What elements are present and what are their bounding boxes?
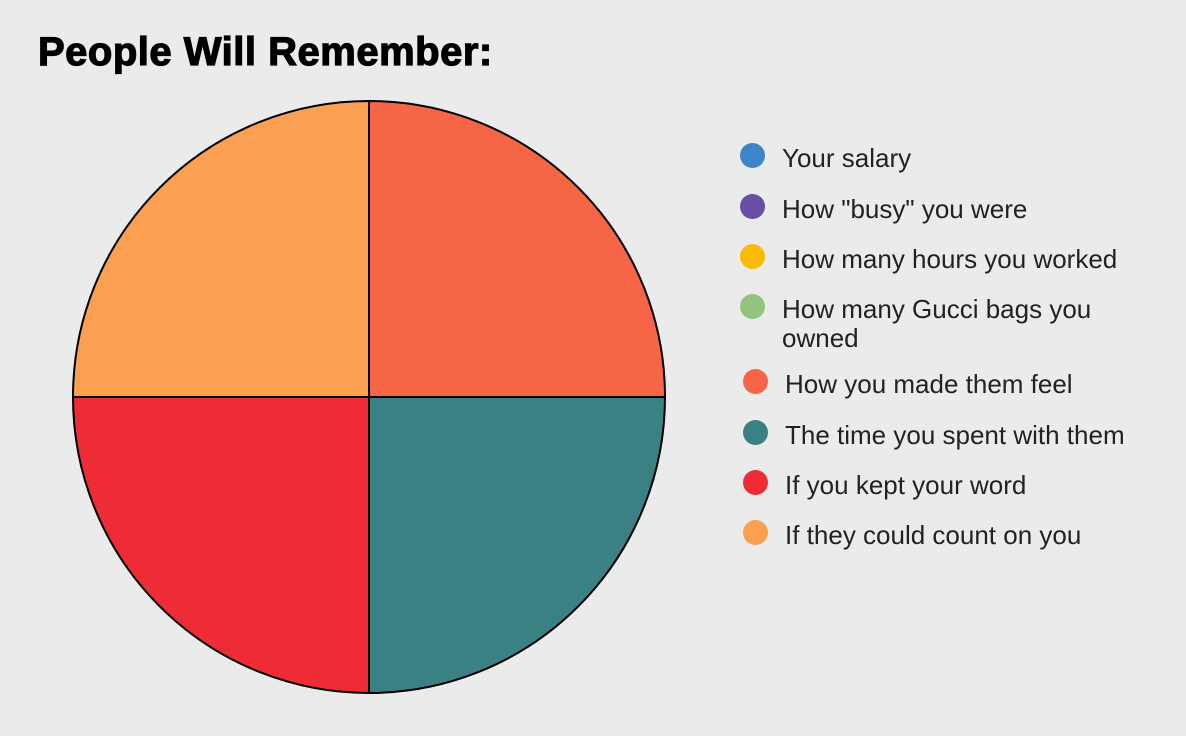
legend-label: If you kept your word bbox=[785, 470, 1027, 500]
legend-label: If they could count on you bbox=[785, 520, 1082, 550]
legend-item: How you made them feel bbox=[743, 369, 1175, 399]
pie-slice-7 bbox=[71, 99, 370, 398]
legend-item: How many Gucci bags you owned bbox=[740, 294, 1142, 353]
legend-swatch bbox=[743, 369, 768, 394]
chart-title: People Will Remember: bbox=[37, 29, 493, 74]
legend-label: Your salary bbox=[782, 143, 912, 173]
legend-swatch bbox=[740, 143, 765, 168]
legend-item: If you kept your word bbox=[743, 470, 1175, 500]
legend-item: The time you spent with them bbox=[743, 420, 1175, 450]
legend-item: How many hours you worked bbox=[740, 244, 1172, 274]
pie-chart bbox=[71, 99, 667, 695]
legend-label: How many Gucci bags you owned bbox=[782, 294, 1092, 353]
legend-swatch bbox=[740, 194, 765, 219]
legend: Your salary How "busy" you were How many h… bbox=[740, 0, 1180, 736]
legend-swatch bbox=[740, 244, 765, 269]
pie-slice-5 bbox=[368, 396, 667, 695]
pie-slice-4 bbox=[368, 99, 667, 398]
legend-label: How you made them feel bbox=[785, 369, 1073, 399]
legend-swatch bbox=[743, 470, 768, 495]
legend-label: How "busy" you were bbox=[782, 194, 1028, 224]
legend-swatch bbox=[743, 420, 768, 445]
legend-swatch bbox=[743, 520, 768, 545]
legend-item: How "busy" you were bbox=[740, 194, 1172, 224]
legend-label: How many hours you worked bbox=[782, 244, 1118, 274]
legend-item: Your salary bbox=[740, 143, 1172, 173]
legend-item: If they could count on you bbox=[743, 520, 1175, 550]
legend-swatch bbox=[740, 294, 765, 319]
legend-label: The time you spent with them bbox=[785, 420, 1125, 450]
pie-slice-6 bbox=[71, 396, 370, 695]
